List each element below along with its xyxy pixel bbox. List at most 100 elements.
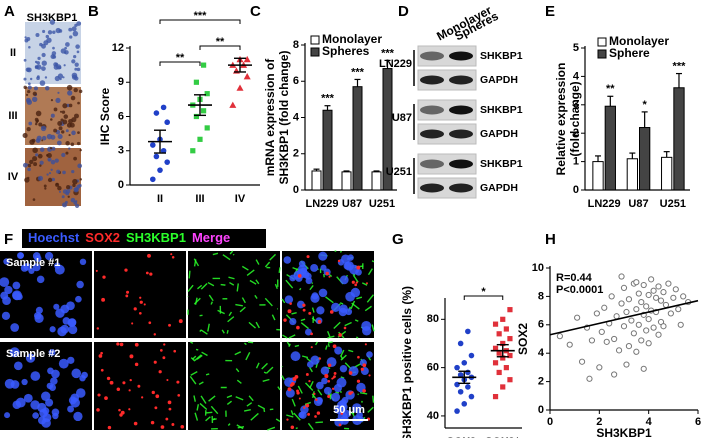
signal [278,267,281,273]
signal [320,366,330,376]
signal [290,425,295,430]
signal [116,387,121,391]
band-label: SHKBP1 [480,104,523,116]
data-point [652,294,660,301]
signal [30,371,41,381]
signal [302,303,306,307]
ihc-cell [22,132,28,139]
signal [75,388,86,398]
signal [331,392,341,402]
signal [325,296,334,304]
data-point [507,352,513,359]
signal [194,297,198,305]
ihc-cell [27,163,32,168]
ihc-cell [58,126,63,131]
signal [165,417,169,421]
signal [340,376,345,379]
signal [198,381,204,385]
signal [66,301,75,311]
ihc-cell [50,99,54,102]
signal [354,283,358,287]
ihc-cell [56,140,62,146]
ihc-cell [44,76,48,79]
data-point [675,306,682,313]
signal [264,297,273,307]
data-point [232,67,240,74]
data-point [496,369,502,376]
signal [348,371,353,375]
panel-title: SH3KBP1 [27,12,78,24]
signal [153,360,157,364]
signal [75,295,82,303]
x-axis-label: SH3KBP1 [596,426,652,438]
signal [125,294,129,298]
data-point [197,136,203,142]
signal [297,385,303,394]
signal [150,420,155,425]
ihc-cell [65,42,70,47]
signal [305,382,314,391]
ihc-cell [51,177,56,182]
significance-label: * [643,99,648,111]
band-label: GAPDH [480,182,518,194]
signal [295,427,298,430]
data-point [628,317,635,324]
signal [151,390,155,395]
signal [289,317,297,326]
signal [328,273,333,278]
data-point [201,62,207,68]
signal [220,283,226,286]
ihc-cell [64,46,67,50]
ihc-cell [56,64,62,70]
ihc-cell [67,195,70,198]
data-point [468,393,475,400]
data-point [160,104,167,111]
signal [244,342,247,346]
band-label: SHKBP1 [480,158,523,170]
cell-line-label: LN229 [379,58,412,70]
signal [160,349,163,352]
signal [357,355,360,359]
y-tick-label: 10 [532,262,544,274]
significance-label: ** [606,83,615,95]
ihc-cell [31,96,38,103]
signal [189,375,197,385]
data-point [660,289,667,296]
signal [32,263,41,272]
signal [327,379,331,383]
data-point [507,336,513,342]
ihc-cell [52,30,56,34]
signal [9,347,20,358]
signal [129,378,132,382]
blot-strip [417,153,477,175]
ihc-cell [52,46,55,50]
signal [28,267,35,275]
signal [141,396,144,399]
signal [178,319,183,324]
signal [228,311,233,317]
x-tick-label: SOX2⁺ [485,436,520,438]
signal [342,409,351,419]
y-tick-label: 3 [118,145,124,157]
ihc-cell [62,76,65,79]
signal [288,334,296,339]
signal [4,285,13,295]
signal [339,304,348,313]
ihc-cell [39,164,42,167]
signal [131,322,134,325]
y-tick-label: 0 [538,404,544,416]
data-point [153,110,160,116]
channel-name: SOX2 [85,230,120,245]
signal [340,355,344,360]
ihc-cell [68,118,73,124]
signal [249,279,257,285]
ihc-cell [62,170,66,175]
y-tick-label: 9 [118,76,124,88]
ihc-cell [65,141,70,146]
x-tick-label: III [195,193,204,205]
signal [311,307,315,313]
ihc-cell [53,128,58,133]
ihc-cell [54,158,59,163]
signal [332,344,337,349]
signal [285,388,295,398]
